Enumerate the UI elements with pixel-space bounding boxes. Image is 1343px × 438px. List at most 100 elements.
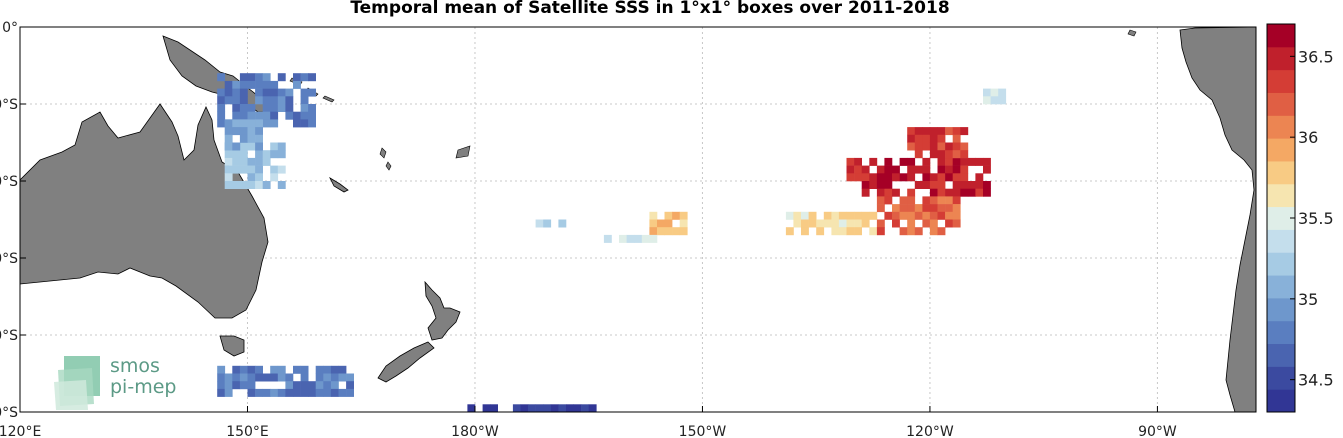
sss-cell — [922, 211, 931, 220]
sss-cell — [922, 142, 931, 151]
sss-cell — [960, 165, 969, 174]
sss-cell — [914, 134, 923, 143]
sss-cell — [224, 381, 233, 390]
sss-cell — [649, 227, 658, 236]
sss-cell — [277, 96, 286, 105]
sss-cell — [914, 142, 923, 151]
sss-cell — [232, 165, 241, 174]
sss-cell — [262, 119, 271, 128]
sss-cell — [854, 165, 862, 174]
sss-cell — [907, 165, 916, 174]
sss-cell — [619, 234, 627, 243]
sss-cell — [255, 134, 263, 143]
x-axis-ticks: 120°E 150°E 180°W 150°W 120°W 90°W — [0, 406, 1177, 438]
sss-cell — [929, 150, 938, 159]
sss-cells — [217, 73, 1007, 412]
sss-cell — [232, 157, 241, 166]
sss-cell — [960, 181, 969, 189]
sss-cell — [262, 150, 271, 159]
sss-cell — [247, 173, 256, 182]
sss-cell — [239, 165, 248, 174]
sss-cell — [854, 211, 862, 220]
sss-cell — [884, 188, 893, 197]
colorbar-tick-label: 36 — [1298, 128, 1318, 147]
sss-cell — [952, 181, 961, 189]
sss-cell — [262, 96, 271, 105]
sss-cell — [801, 211, 809, 220]
sss-cell — [929, 142, 938, 151]
sss-cell — [262, 80, 271, 89]
sss-cell — [217, 373, 226, 382]
sss-cell — [558, 404, 567, 412]
sss-cell — [308, 73, 316, 82]
sss-cell — [945, 142, 953, 151]
sss-cell — [512, 404, 521, 412]
sss-cell — [937, 134, 946, 143]
sss-cell — [255, 165, 263, 174]
colorbar-swatch — [1267, 297, 1295, 322]
sss-cell — [876, 196, 885, 205]
sss-cell — [232, 181, 241, 189]
sss-cell — [922, 196, 931, 205]
sss-cell — [945, 188, 953, 197]
y-tick-label: 30°S — [0, 251, 18, 267]
sss-cell — [217, 96, 226, 105]
sss-cell — [892, 173, 900, 182]
sss-cell — [793, 211, 802, 220]
sss-cell — [603, 234, 612, 243]
sss-cell — [907, 127, 916, 136]
map-title: Temporal mean of Satellite SSS in 1°x1° … — [350, 0, 950, 18]
sss-cell — [892, 188, 900, 197]
sss-cell — [239, 96, 248, 105]
sss-cell — [232, 111, 241, 120]
sss-cell — [914, 127, 923, 136]
sss-cell — [876, 227, 885, 236]
sss-cell — [270, 104, 279, 112]
colorbar-tick-label: 34.5 — [1298, 371, 1334, 390]
sss-cell — [262, 373, 271, 382]
sss-cell — [277, 181, 286, 189]
sss-cell — [247, 142, 256, 151]
sss-cell — [922, 165, 931, 174]
sss-cell — [247, 104, 256, 112]
sss-cell — [270, 96, 279, 105]
sss-cell — [672, 211, 680, 220]
sss-cell — [937, 196, 946, 205]
sss-cell — [801, 227, 809, 236]
sss-cell — [952, 165, 961, 174]
y-tick-label: 20°S — [0, 174, 18, 190]
sss-cell — [330, 381, 339, 390]
sss-cell — [255, 373, 263, 382]
sss-cell — [952, 173, 961, 182]
sss-cell — [247, 127, 256, 136]
sss-cell — [270, 373, 279, 382]
sss-cell — [247, 157, 256, 166]
sss-cell — [338, 373, 347, 382]
sss-cell — [952, 142, 961, 151]
sss-cell — [224, 119, 233, 128]
sss-cell — [293, 388, 301, 397]
sss-cell — [899, 157, 908, 166]
sss-cell — [300, 73, 309, 82]
colorbar-swatch — [1267, 92, 1295, 116]
sss-cell — [801, 219, 809, 228]
sss-cell — [285, 104, 294, 112]
colorbar-swatch — [1267, 275, 1295, 299]
sss-cell — [308, 111, 316, 120]
sss-cell — [330, 373, 339, 382]
sss-cell — [846, 227, 855, 236]
sss-cell — [983, 165, 991, 174]
sss-cell — [945, 150, 953, 159]
sss-cell — [937, 142, 946, 151]
sss-cell — [224, 173, 233, 182]
sss-cell — [293, 111, 301, 120]
sss-cell — [239, 381, 248, 390]
sss-cell — [300, 388, 309, 397]
sss-cell — [937, 150, 946, 159]
sss-cell — [876, 173, 885, 182]
x-tick-label: 120°E — [0, 424, 41, 438]
sss-cell — [876, 188, 885, 197]
colorbar-tick-label: 35.5 — [1298, 209, 1334, 228]
sss-cell — [224, 388, 233, 397]
sss-cell — [907, 157, 916, 166]
